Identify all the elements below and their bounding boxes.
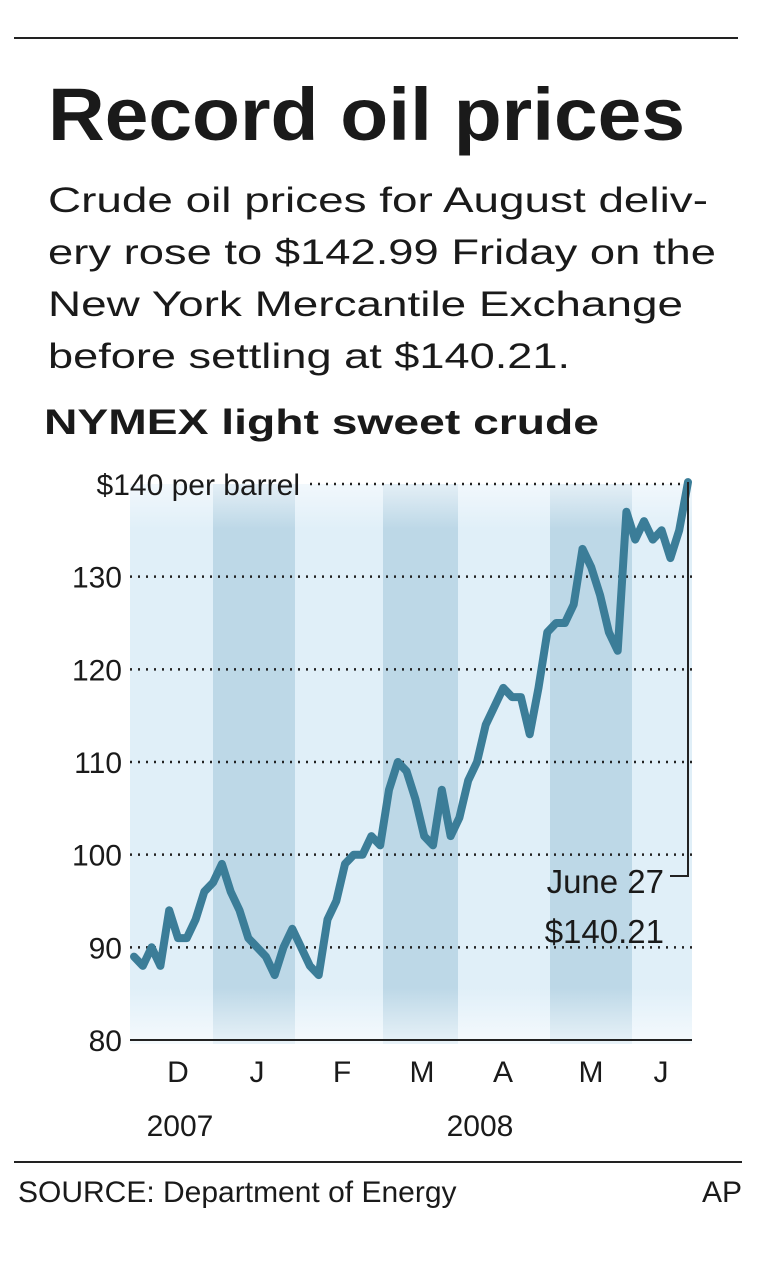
x-tick-label: M bbox=[579, 1056, 604, 1089]
x-tick-label: M bbox=[410, 1056, 435, 1089]
subtitle-line: before settling at $140.21. bbox=[48, 337, 570, 376]
y-tick-label: $140 per barrel bbox=[97, 469, 300, 502]
year-label: 2008 bbox=[447, 1110, 514, 1143]
plot: D J F M A M J 2007 2008 80 90 100 110 120 130 $140 per … bbox=[72, 469, 692, 1143]
y-tick-label: 80 bbox=[89, 1025, 122, 1058]
month-bands bbox=[130, 484, 692, 1044]
y-tick-label: 120 bbox=[72, 654, 122, 687]
credit: AP bbox=[702, 1176, 742, 1209]
x-tick-label: J bbox=[250, 1056, 265, 1089]
x-tick-label: D bbox=[167, 1056, 189, 1089]
source: SOURCE: Department of Energy bbox=[18, 1176, 457, 1209]
subtitle-line: ery rose to $142.99 Friday on the bbox=[48, 233, 716, 272]
month-band bbox=[632, 484, 692, 1044]
subtitle-line: Crude oil prices for August deliv- bbox=[48, 181, 708, 220]
x-tick-label: J bbox=[654, 1056, 669, 1089]
price-line bbox=[130, 478, 692, 980]
annotation: June 27 bbox=[547, 863, 664, 900]
subtitle-line: New York Mercantile Exchange bbox=[48, 285, 683, 324]
annotation-leader bbox=[670, 482, 689, 877]
x-tick-label: A bbox=[493, 1056, 513, 1089]
year-label: 2007 bbox=[147, 1110, 214, 1143]
x-tick-label: F bbox=[333, 1056, 351, 1089]
y-tick-label: 110 bbox=[74, 747, 122, 780]
title: Record oil prices bbox=[48, 73, 685, 156]
annotation: $140.21 bbox=[545, 913, 664, 950]
chart-title: NYMEX light sweet crude bbox=[44, 403, 599, 442]
y-tick-label: 90 bbox=[89, 932, 122, 965]
y-tick-label: 130 bbox=[72, 562, 122, 595]
y-tick-label: 100 bbox=[72, 840, 122, 873]
